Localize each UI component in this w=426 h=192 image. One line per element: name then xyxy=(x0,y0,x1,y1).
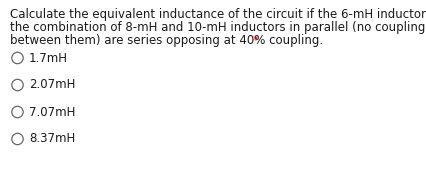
Text: between them) are series opposing at 40% coupling.: between them) are series opposing at 40%… xyxy=(10,34,326,47)
Text: 8.37mH: 8.37mH xyxy=(29,132,75,146)
Text: Calculate the equivalent inductance of the circuit if the 6-mH inductor and: Calculate the equivalent inductance of t… xyxy=(10,8,426,21)
Text: 1.7mH: 1.7mH xyxy=(29,51,68,65)
Text: 2.07mH: 2.07mH xyxy=(29,79,75,92)
Text: *: * xyxy=(252,34,258,47)
Text: 7.07mH: 7.07mH xyxy=(29,105,75,118)
Text: the combination of 8-mH and 10-mH inductors in parallel (no coupling: the combination of 8-mH and 10-mH induct… xyxy=(10,21,424,34)
